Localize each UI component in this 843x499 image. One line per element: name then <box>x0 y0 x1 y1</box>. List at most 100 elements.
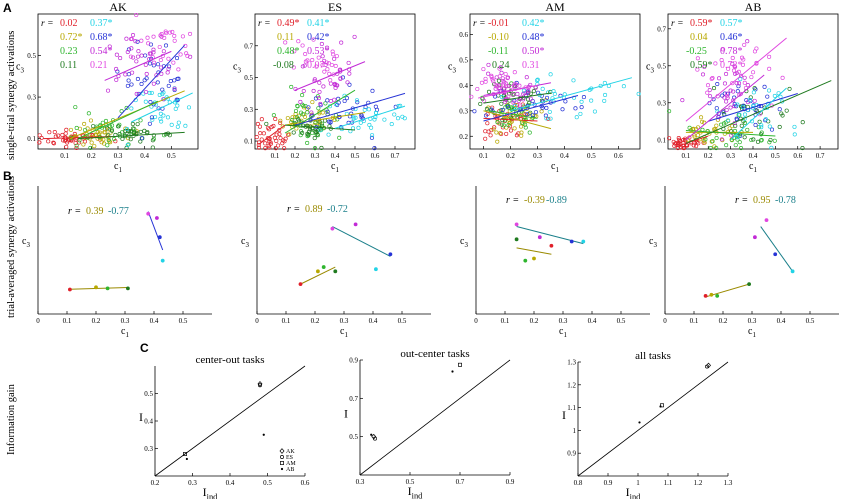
a-am-point-cyan-24 <box>636 91 641 96</box>
a-am-point-cyan-20 <box>578 111 583 116</box>
c-all-xtick-label-4: 1.2 <box>694 479 703 487</box>
a-ak-point-red-39 <box>64 127 69 132</box>
b-am-point-cyan <box>581 239 586 244</box>
a-es-point-blue-22 <box>370 88 375 93</box>
c-all-ytick-label-0: 0.9 <box>567 450 576 458</box>
c-all-xtick-label-5: 1.3 <box>724 479 733 487</box>
a-am-point-red-2 <box>483 129 488 134</box>
a-ak-point-blue-27 <box>174 56 180 61</box>
a-es-point-cyan-33 <box>354 98 360 103</box>
a-ab-point-purple-2 <box>731 89 736 94</box>
a-am-point-magenta-32 <box>503 81 508 86</box>
a-ak-xtick-label-1: 0.2 <box>87 152 96 160</box>
a-ak-point-blue-23 <box>135 76 140 82</box>
b-ak-point-green <box>105 286 110 291</box>
b-es-point-magenta <box>330 226 335 231</box>
a-ab-xtick-label-4: 0.5 <box>771 152 780 160</box>
a-ak-point-green-23 <box>129 129 134 135</box>
a-ak-point-red-24 <box>37 133 42 138</box>
a-es-point-cyan-15 <box>366 107 371 112</box>
a-am-point-dgreen-19 <box>525 97 531 102</box>
a-es-point-red-15 <box>274 132 279 137</box>
b-am-fit-olivefit <box>516 247 552 255</box>
b-es-xtick-label-0: 0 <box>255 317 259 325</box>
a-es-point-red-39 <box>268 140 273 145</box>
a-ab-point-magenta-28 <box>749 75 754 80</box>
a-ak-point-blue-13 <box>139 136 144 141</box>
a-ab-point-purple-16 <box>700 72 706 77</box>
c-all-xtick-label-1: 0.9 <box>604 479 613 487</box>
a-ak-point-green-11 <box>77 138 82 143</box>
a-es-point-purple-9 <box>312 77 317 82</box>
a-es-r-value-6: -0.08 <box>273 60 294 71</box>
a-es-point-green-36 <box>294 115 300 120</box>
a-ak-point-olive-32 <box>95 130 100 135</box>
a-am-point-magenta-4 <box>483 76 488 81</box>
a-ak-xtick-label-2: 0.3 <box>114 152 123 160</box>
a-am-fit-olive <box>483 110 552 130</box>
a-es-point-cyan-23 <box>351 115 356 120</box>
a-ak-point-blue-4 <box>125 83 130 88</box>
a-ak-r-value-1: 0.37* <box>90 18 113 29</box>
a-am-point-magenta-10 <box>517 83 522 88</box>
a-am-point-cyan-30 <box>603 92 608 97</box>
b-ak-xtick-label-3: 0.3 <box>121 317 130 325</box>
a-am-point-magenta-27 <box>491 79 496 84</box>
a-ab-point-magenta-7 <box>780 75 785 80</box>
a-am-point-cyan-19 <box>513 103 518 109</box>
a-ak-point-dgreen-16 <box>134 132 139 137</box>
a-ak-point-dgreen-24 <box>142 128 147 133</box>
a-ak-point-blue-28 <box>163 43 169 48</box>
a-es-title: ES <box>328 0 342 14</box>
a-es-point-dgreen-23 <box>307 127 313 132</box>
a-ak-point-olive-8 <box>92 144 97 149</box>
a-ab-point-blue-9 <box>735 89 740 94</box>
a-ak-point-magenta-20 <box>145 35 150 40</box>
a-ak-point-magenta-7 <box>129 36 134 41</box>
a-am-point-green-30 <box>501 123 506 128</box>
a-ak-point-dgreen-14 <box>163 132 168 137</box>
a-ab-point-green-6 <box>708 146 713 151</box>
c-center-out-xtick-label-0: 0.2 <box>151 479 160 487</box>
a-es-point-dgreen-0 <box>315 132 320 137</box>
a-es-point-blue-26 <box>313 96 318 101</box>
b-ak-point-dgreen <box>126 286 130 291</box>
b-ab-ylabel: c3 <box>649 236 657 249</box>
a-ab-point-cyan-0 <box>737 112 742 117</box>
a-es-point-purple-31 <box>332 56 337 61</box>
a-am-point-blue-10 <box>560 107 565 112</box>
a-es-point-purple-7 <box>347 71 352 76</box>
a-ak-r-value-0: 0.02 <box>60 18 78 29</box>
a-ak-point-green-34 <box>124 105 129 110</box>
b-ak-ylabel: c3 <box>22 236 30 249</box>
b-am-point-red <box>549 243 554 248</box>
a-es-ytick-label-2: 0.5 <box>244 74 253 82</box>
a-ab-xlabel: c1 <box>749 161 757 174</box>
b-am-point-blue <box>569 239 574 244</box>
a-ak-r-label: r = <box>41 19 53 29</box>
a-ak-point-cyan-11 <box>173 106 178 111</box>
a-ak-point-red-35 <box>60 132 65 138</box>
a-am-point-cyan-26 <box>534 78 540 83</box>
a-es-point-purple-13 <box>298 99 303 105</box>
a-ak-point-green-1 <box>119 130 125 135</box>
a-ab-point-magenta-12 <box>713 61 718 66</box>
b-ab-xtick-label-4: 0.4 <box>777 317 786 325</box>
a-am-ytick-label-1: 0.3 <box>459 107 468 115</box>
a-ak-point-green-13 <box>106 138 111 143</box>
a-es-point-blue-5 <box>306 105 311 110</box>
a-am-point-magenta-25 <box>483 79 488 84</box>
a-es-point-dgreen-20 <box>313 129 318 134</box>
c-center-out-title: center-out tasks <box>195 354 264 366</box>
a-es-point-purple-5 <box>317 80 322 85</box>
a-am-point-green-1 <box>495 120 500 125</box>
a-ab-point-green-9 <box>745 127 750 132</box>
a-es-point-green-35 <box>271 113 276 118</box>
a-ab-point-magenta-21 <box>754 46 759 51</box>
c-center-out-xtick-label-3: 0.5 <box>263 479 272 487</box>
a-ab-point-cyan-4 <box>738 77 743 82</box>
a-ab-point-dgreen-11 <box>777 124 782 129</box>
a-am-point-red-15 <box>485 121 490 126</box>
a-ab-point-dgreen-9 <box>787 86 792 91</box>
a-ab-point-magenta-2 <box>742 80 747 85</box>
